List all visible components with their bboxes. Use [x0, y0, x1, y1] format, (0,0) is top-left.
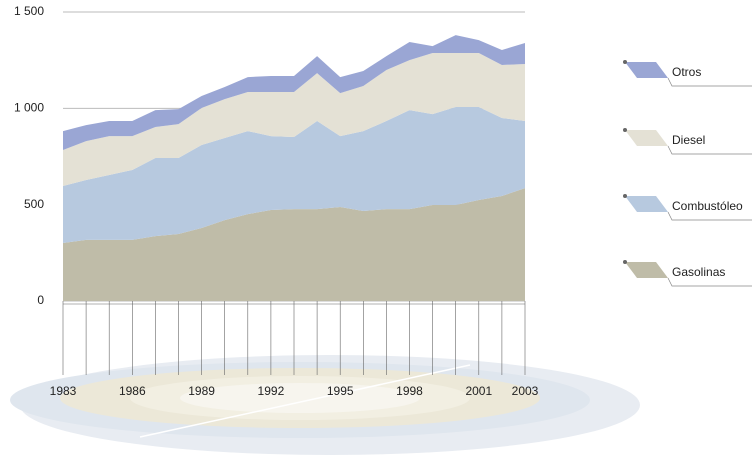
- legend-swatch: [625, 262, 668, 278]
- y-tick-label: 0: [37, 293, 44, 307]
- y-tick-label: 500: [24, 197, 44, 211]
- x-tick-label: 1986: [119, 384, 146, 398]
- legend-line: [668, 212, 752, 220]
- legend-line: [668, 278, 752, 286]
- legend-label: Diesel: [672, 133, 705, 147]
- x-tick-label: 1992: [258, 384, 285, 398]
- legend-line: [668, 146, 752, 154]
- legend-label: Gasolinas: [672, 265, 725, 279]
- x-tick-label: 1989: [188, 384, 215, 398]
- legend-dot: [623, 128, 627, 132]
- plot: 0 500 1 000 1 500 1983 1986 1989 1992 1995 1998 20…: [14, 4, 752, 398]
- legend-dot: [623, 60, 627, 64]
- x-tick-label: 1983: [50, 384, 77, 398]
- chart: 0 500 1 000 1 500 1983 1986 1989 1992 1995 1998 20…: [0, 0, 752, 457]
- legend-label: Otros: [672, 65, 701, 79]
- legend-dot: [623, 260, 627, 264]
- legend-line: [668, 78, 752, 86]
- x-tick-label: 1995: [327, 384, 354, 398]
- legend-dot: [623, 194, 627, 198]
- y-tick-label: 1 000: [14, 101, 44, 115]
- x-tick-label: 2003: [512, 384, 539, 398]
- legend-swatch: [625, 196, 668, 212]
- legend-swatch: [625, 130, 668, 146]
- legend-label: Combustóleo: [672, 199, 743, 213]
- y-tick-label: 1 500: [14, 4, 44, 18]
- x-tick-label: 1998: [396, 384, 423, 398]
- legend-swatch: [625, 62, 668, 78]
- x-tick-label: 2001: [465, 384, 492, 398]
- decoration: [10, 355, 640, 455]
